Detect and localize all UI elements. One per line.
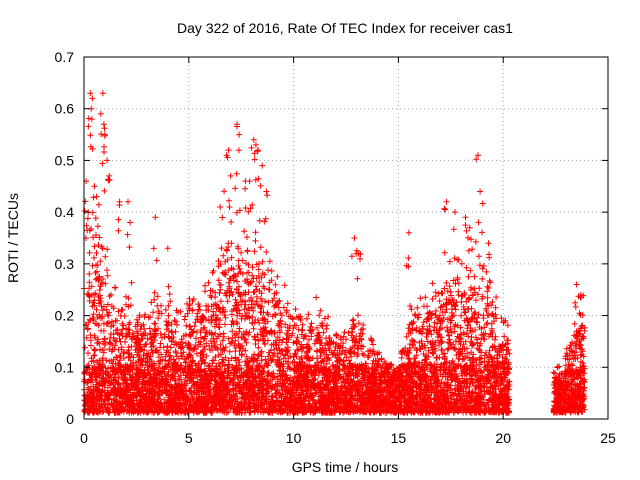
data-points: [81, 90, 588, 416]
y-tick-label: 0.3: [55, 256, 75, 272]
x-tick-label: 5: [185, 430, 193, 446]
plot-frame: [83, 56, 609, 420]
x-tick-label: 25: [600, 430, 616, 446]
x-tick-label: 20: [495, 430, 511, 446]
x-axis-label: GPS time / hours: [292, 459, 399, 475]
chart-title: Day 322 of 2016, Rate Of TEC Index for r…: [177, 20, 513, 36]
y-tick-label: 0: [66, 411, 74, 427]
y-tick-label: 0.2: [55, 308, 75, 324]
x-tick-label: 15: [391, 430, 407, 446]
y-tick-label: 0.1: [55, 359, 75, 375]
y-axis-label: ROTI / TECUs: [5, 193, 21, 283]
y-tick-label: 0.5: [55, 152, 75, 168]
y-tick-label: 0.4: [55, 204, 75, 220]
grid: [84, 57, 608, 419]
y-tick-label: 0.7: [55, 49, 75, 65]
x-tick-label: 10: [286, 430, 302, 446]
roti-points: [81, 90, 588, 416]
x-tick-label: 0: [80, 430, 88, 446]
y-tick-label: 0.6: [55, 101, 75, 117]
axis-ticks: 0 5 10 15 20 25 0 0.1 0.2 0.3 0.4 0.5 0.6 0.7: [55, 49, 616, 446]
